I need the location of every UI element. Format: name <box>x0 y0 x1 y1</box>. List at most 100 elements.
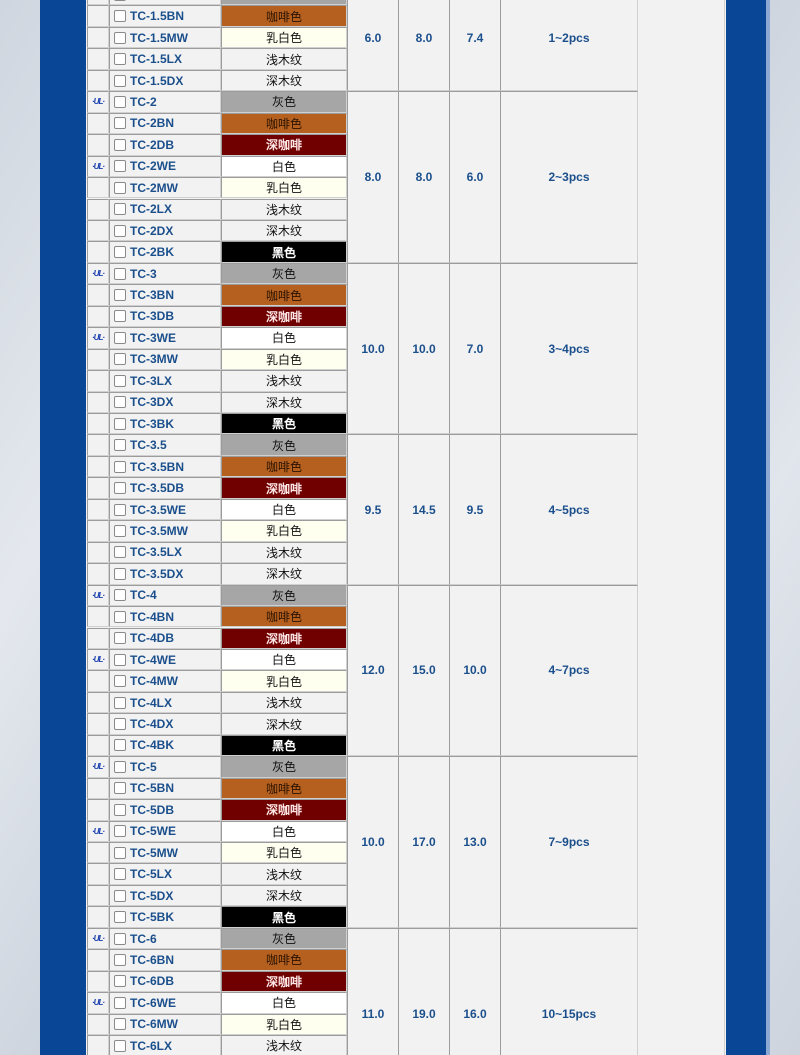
model-name[interactable]: TC-6 <box>130 931 157 946</box>
model-cell[interactable]: TC-2WE <box>109 155 221 178</box>
select-checkbox[interactable] <box>114 803 126 816</box>
select-checkbox[interactable] <box>114 589 126 602</box>
model-name[interactable]: TC-3.5LX <box>130 545 183 560</box>
model-name[interactable]: TC-4DX <box>130 717 174 732</box>
model-cell[interactable]: TC-5 <box>109 756 221 778</box>
model-name[interactable]: TC-6LX <box>130 1038 172 1053</box>
select-checkbox[interactable] <box>114 331 126 344</box>
model-name[interactable]: TC-3.5BN <box>130 459 185 474</box>
select-checkbox[interactable] <box>114 267 126 280</box>
select-checkbox[interactable] <box>114 911 126 924</box>
model-name[interactable]: TC-3.5DX <box>130 566 184 581</box>
select-checkbox[interactable] <box>114 203 126 216</box>
model-cell[interactable]: TC-2BN <box>109 112 221 135</box>
select-checkbox[interactable] <box>114 1039 126 1052</box>
model-cell[interactable]: TC-4WE <box>109 648 221 671</box>
model-cell[interactable]: TC-1.5BN <box>109 5 221 27</box>
model-cell[interactable]: TC-3.5DB <box>109 477 221 499</box>
model-name[interactable]: TC-1.5MW <box>130 30 188 45</box>
model-cell[interactable]: TC-5DX <box>109 884 221 907</box>
model-cell[interactable]: TC-6DB <box>109 970 221 993</box>
select-checkbox[interactable] <box>114 374 126 387</box>
model-cell[interactable]: TC-3.5DX <box>109 563 221 585</box>
model-name[interactable]: TC-4MW <box>130 674 178 689</box>
model-cell[interactable]: TC-5BN <box>109 777 221 800</box>
model-cell[interactable]: TC-5DB <box>109 799 221 821</box>
model-name[interactable]: TC-4BN <box>130 609 174 624</box>
model-name[interactable]: TC-4BK <box>130 738 174 753</box>
model-name[interactable]: TC-3BN <box>130 288 174 303</box>
select-checkbox[interactable] <box>114 953 126 966</box>
model-name[interactable]: TC-5LX <box>130 867 172 882</box>
model-cell[interactable]: TC-6BN <box>109 949 221 971</box>
model-cell[interactable]: TC-1.5 <box>109 0 221 6</box>
model-cell[interactable]: TC-5BK <box>109 906 221 928</box>
model-name[interactable]: TC-1.5 <box>130 0 167 2</box>
select-checkbox[interactable] <box>114 846 126 859</box>
model-cell[interactable]: TC-2 <box>109 91 221 113</box>
model-cell[interactable]: TC-4 <box>109 584 221 607</box>
model-name[interactable]: TC-4 <box>130 588 157 603</box>
model-name[interactable]: TC-3WE <box>130 330 176 345</box>
select-checkbox[interactable] <box>114 739 126 752</box>
select-checkbox[interactable] <box>114 996 126 1009</box>
model-cell[interactable]: TC-1.5MW <box>109 26 221 49</box>
model-name[interactable]: TC-2BN <box>130 116 174 131</box>
model-name[interactable]: TC-2DX <box>130 223 174 238</box>
select-checkbox[interactable] <box>114 289 126 302</box>
model-name[interactable]: TC-2 <box>130 94 157 109</box>
select-checkbox[interactable] <box>114 632 126 645</box>
select-checkbox[interactable] <box>114 417 126 430</box>
select-checkbox[interactable] <box>114 53 126 66</box>
model-name[interactable]: TC-3.5DB <box>130 481 185 496</box>
select-checkbox[interactable] <box>114 439 126 452</box>
select-checkbox[interactable] <box>114 396 126 409</box>
model-cell[interactable]: TC-4BK <box>109 734 221 757</box>
model-name[interactable]: TC-1.5LX <box>130 52 183 67</box>
select-checkbox[interactable] <box>114 117 126 130</box>
select-checkbox[interactable] <box>114 760 126 773</box>
model-name[interactable]: TC-3 <box>130 266 157 281</box>
model-cell[interactable]: TC-4BN <box>109 606 221 628</box>
model-name[interactable]: TC-5DB <box>130 802 174 817</box>
model-cell[interactable]: TC-3LX <box>109 370 221 392</box>
model-cell[interactable]: TC-4DB <box>109 627 221 649</box>
select-checkbox[interactable] <box>114 10 126 23</box>
model-cell[interactable]: TC-4DX <box>109 713 221 735</box>
model-name[interactable]: TC-1.5DX <box>130 73 184 88</box>
select-checkbox[interactable] <box>114 460 126 473</box>
model-cell[interactable]: TC-6MW <box>109 1013 221 1036</box>
model-name[interactable]: TC-3.5WE <box>130 502 187 517</box>
select-checkbox[interactable] <box>114 160 126 173</box>
model-name[interactable]: TC-5WE <box>130 824 176 839</box>
model-name[interactable]: TC-3BK <box>130 416 174 431</box>
model-cell[interactable]: TC-1.5LX <box>109 48 221 70</box>
model-name[interactable]: TC-2BK <box>130 245 174 260</box>
model-cell[interactable]: TC-1.5DX <box>109 69 221 92</box>
select-checkbox[interactable] <box>114 975 126 988</box>
select-checkbox[interactable] <box>114 524 126 537</box>
model-cell[interactable]: TC-2BK <box>109 241 221 263</box>
select-checkbox[interactable] <box>114 246 126 259</box>
model-name[interactable]: TC-6DB <box>130 974 174 989</box>
model-cell[interactable]: TC-5WE <box>109 820 221 842</box>
model-cell[interactable]: TC-3.5LX <box>109 541 221 564</box>
model-name[interactable]: TC-5BN <box>130 781 174 796</box>
select-checkbox[interactable] <box>114 138 126 151</box>
select-checkbox[interactable] <box>114 718 126 731</box>
select-checkbox[interactable] <box>114 224 126 237</box>
model-name[interactable]: TC-5BK <box>130 910 174 925</box>
model-name[interactable]: TC-6BN <box>130 952 174 967</box>
model-cell[interactable]: TC-3MW <box>109 348 221 371</box>
model-name[interactable]: TC-3DX <box>130 395 174 410</box>
model-name[interactable]: TC-2DB <box>130 137 174 152</box>
model-name[interactable]: TC-3MW <box>130 352 178 367</box>
model-cell[interactable]: TC-2DB <box>109 134 221 156</box>
model-cell[interactable]: TC-6WE <box>109 992 221 1014</box>
model-cell[interactable]: TC-3 <box>109 262 221 285</box>
select-checkbox[interactable] <box>114 567 126 580</box>
model-cell[interactable]: TC-3WE <box>109 327 221 349</box>
select-checkbox[interactable] <box>114 353 126 366</box>
model-cell[interactable]: TC-2MW <box>109 177 221 199</box>
model-name[interactable]: TC-2MW <box>130 180 178 195</box>
